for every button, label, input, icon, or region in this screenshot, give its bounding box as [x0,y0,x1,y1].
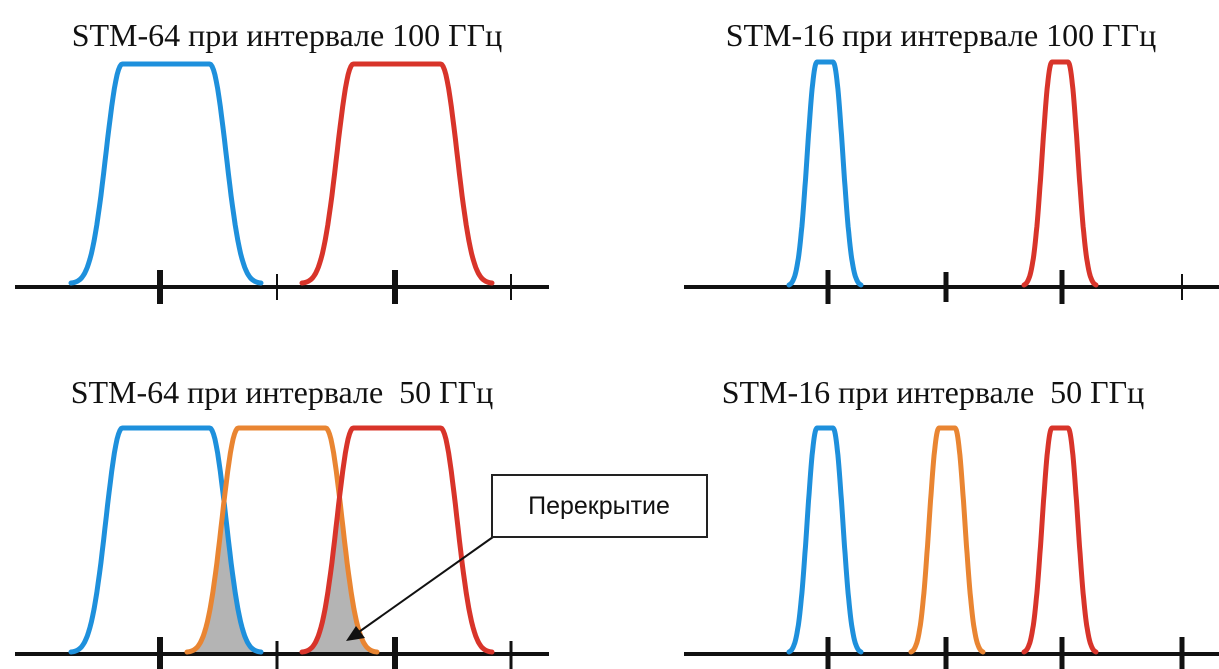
channel-curve-orange [184,425,380,655]
channel-curve-blue [786,425,864,655]
panel-title-stm16-100: STM-16 при интервале 100 ГГц [726,17,1157,53]
axes [15,270,1219,669]
channel-curve-blue [786,59,864,288]
channel-curve-red [1021,59,1099,288]
panel-title-stm16-50: STM-16 при интервале 50 ГГц [722,374,1145,410]
overlap-callout-arrow [346,536,494,641]
overlap-region [187,501,261,652]
panel-title-stm64-100: STM-64 при интервале 100 ГГц [72,17,503,53]
channel-curve-red [299,425,495,655]
callout-box [491,474,708,538]
overlap-callout: Перекрытие [491,474,708,538]
channel-curves [68,59,1099,655]
panel-title-stm64-50: STM-64 при интервале 50 ГГц [71,374,494,410]
channel-curve-blue [68,425,264,655]
overlap-regions [187,497,377,652]
overlap-region [302,497,377,652]
channel-curve-red [299,61,495,286]
channel-curve-red [1021,425,1099,655]
channel-curve-blue [68,61,264,286]
callout-label: Перекрытие [528,492,670,520]
channel-curve-orange [908,425,986,655]
